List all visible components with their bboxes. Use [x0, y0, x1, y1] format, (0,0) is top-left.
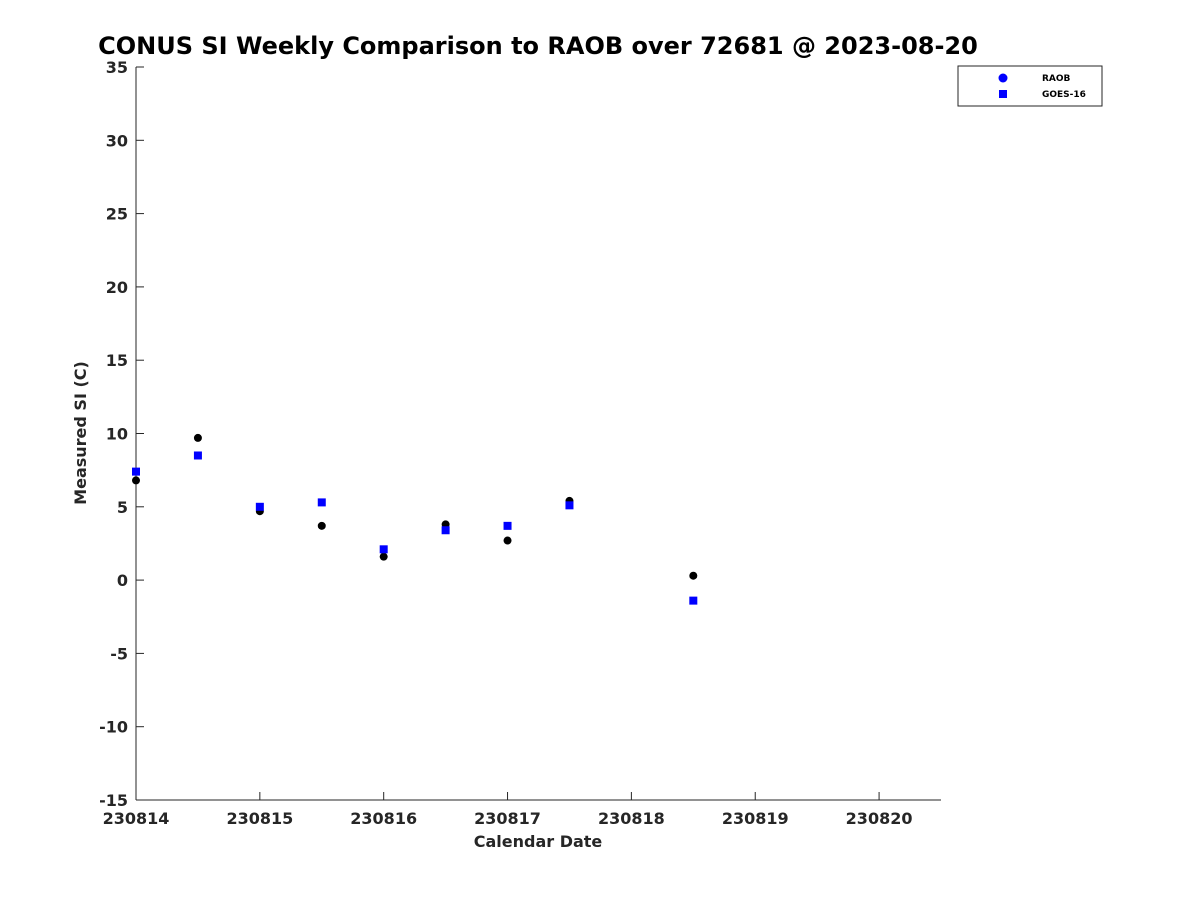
- legend: RAOB GOES-16: [957, 65, 1103, 107]
- y-tick-label: 25: [106, 205, 128, 224]
- x-tick-label: 230814: [103, 809, 170, 828]
- goes16-point: [503, 521, 512, 530]
- y-tick-label: 30: [106, 131, 128, 150]
- x-tick-label: 230818: [598, 809, 665, 828]
- y-tick-label: 35: [106, 58, 128, 77]
- y-axis-label: Measured SI (C): [71, 361, 90, 505]
- goes16-point: [255, 502, 264, 511]
- y-tick-label: 20: [106, 278, 128, 297]
- x-tick-label: 230815: [226, 809, 293, 828]
- raob-point: [689, 571, 698, 580]
- goes16-point: [193, 451, 202, 460]
- y-tick-label: -15: [99, 791, 128, 810]
- raob-point: [503, 536, 512, 545]
- chart-title: CONUS SI Weekly Comparison to RAOB over …: [98, 32, 978, 60]
- y-tick-label: 5: [117, 498, 128, 517]
- legend-goes16-marker: [999, 90, 1007, 98]
- y-tick-label: 0: [117, 571, 128, 590]
- x-axis-label: Calendar Date: [474, 832, 603, 851]
- x-ticks: 230814 230815 230816 230817 230818 230819 2308…: [103, 792, 913, 828]
- y-ticks: 35 30 25 20 15 10 5 0 -5 -10 -15: [99, 58, 144, 810]
- goes16-point: [565, 501, 574, 510]
- legend-label: RAOB: [1042, 74, 1071, 84]
- raob-point: [317, 521, 326, 530]
- raob-point: [132, 476, 140, 485]
- goes16-point: [379, 545, 388, 554]
- y-tick-label: 15: [106, 351, 128, 370]
- legend-raob-marker: [998, 73, 1008, 83]
- legend-label: GOES-16: [1042, 90, 1086, 100]
- data-points: [132, 433, 698, 605]
- x-tick-label: 230820: [846, 809, 913, 828]
- y-tick-label: -5: [110, 644, 128, 663]
- x-tick-label: 230819: [722, 809, 789, 828]
- goes16-point: [441, 526, 450, 535]
- goes16-point: [317, 498, 326, 507]
- axes: [135, 67, 941, 801]
- x-tick-label: 230816: [350, 809, 417, 828]
- legend-box: [957, 65, 1103, 107]
- goes16-point: [132, 467, 140, 476]
- goes16-point: [689, 596, 698, 605]
- raob-point: [193, 433, 202, 442]
- x-tick-label: 230817: [474, 809, 541, 828]
- y-tick-label: 10: [106, 425, 128, 444]
- y-tick-label: -10: [99, 718, 128, 737]
- raob-point: [379, 552, 388, 561]
